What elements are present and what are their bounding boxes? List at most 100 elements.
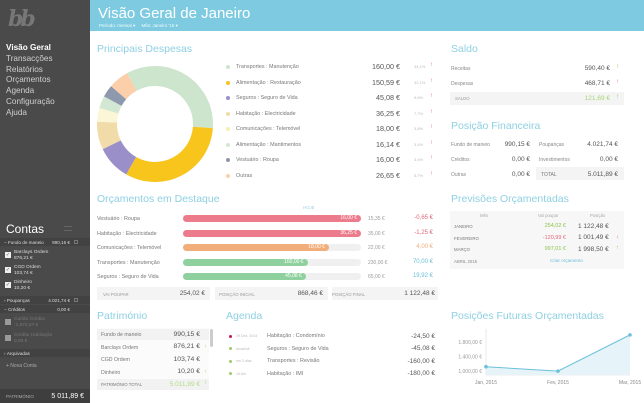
agenda-label[interactable]: Habitação : Condomínio <box>267 333 325 339</box>
agenda-value: -45,08 € <box>411 345 435 352</box>
budget-label: Seguros : Seguro de Vida <box>97 274 159 280</box>
page-header: Visão Geral de Janeiro Período: mensal ▾… <box>90 0 644 31</box>
patrimonio-value: 10,20 € <box>177 368 200 375</box>
previsao-poupar: -120,99 € <box>542 234 566 241</box>
y-tick-label: 1.800,00 € <box>458 340 482 346</box>
despesa-value: 36,25 € <box>376 108 400 118</box>
group-creditos[interactable]: − Créditos 0,00 € <box>0 305 90 313</box>
group-label: Créditos <box>7 306 26 312</box>
legend-dot-icon <box>226 111 230 116</box>
futuras-area-chart: 1.000,00 € 1.400,00 € 1.800,00 € Jan, 2015 F… <box>458 329 641 386</box>
saldo-label: SALDO <box>455 96 470 101</box>
app-logo[interactable]: bb <box>8 6 36 32</box>
patrimonio-label[interactable]: Barclays Ordem <box>101 344 139 351</box>
despesa-pct: 3,8% <box>414 126 424 131</box>
legend-dot-icon <box>226 173 230 178</box>
nav-relatorios[interactable]: Relatórios <box>6 64 43 74</box>
arrow-up-icon: ↑ <box>616 79 619 85</box>
agenda-dot-icon <box>229 372 232 375</box>
arrow-up-icon: ↑ <box>430 139 433 146</box>
settings-icon[interactable] <box>74 240 78 244</box>
nav-agenda[interactable]: Agenda <box>6 86 35 96</box>
account-item[interactable]: Cartão Crédito -1.872,57 € <box>5 317 45 329</box>
despesa-pct: 3,4% <box>414 141 424 147</box>
despesa-label: Alimentação : Restauração <box>236 79 301 86</box>
posicao-inicial-label: POSIÇÃO INICIAL <box>219 292 255 297</box>
group-label: Arquivadas <box>6 350 30 356</box>
budget-bar-fill: 36,25 € <box>183 229 361 237</box>
nav-ajuda[interactable]: Ajuda <box>6 107 27 117</box>
despesa-value: 45,08 € <box>376 93 400 102</box>
despesa-row[interactable]: Outras <box>226 173 252 179</box>
checkbox[interactable]: ✓ <box>5 282 11 288</box>
patrimonio-label[interactable]: Dinheiro <box>101 369 121 376</box>
arrow-up-icon: ↑ <box>616 94 619 100</box>
despesa-row[interactable]: Alimentação : Mantimentos <box>226 142 301 148</box>
nav-transaccoes[interactable]: Transacções <box>6 53 53 63</box>
new-account-link[interactable]: + Nova Conta <box>6 363 37 369</box>
patrimonio-value: 876,21 € <box>173 343 200 350</box>
despesa-row[interactable]: Habitação : Electricidade <box>226 111 296 117</box>
patrimonio-label[interactable]: Fundo de maneio <box>101 332 142 338</box>
donut-slice <box>127 66 213 129</box>
budget-total: 22,00 € <box>368 245 385 251</box>
budget-bar-fill: 18,00 € <box>183 244 329 251</box>
despesa-row[interactable]: Transportes : Manutenção <box>226 64 299 70</box>
nav-configuracao[interactable]: Configuração <box>6 96 55 106</box>
previsao-mes: MARÇO <box>454 247 470 252</box>
checkbox[interactable]: ✓ <box>5 267 11 273</box>
mes-dropdown[interactable]: Mês: Janeiro '15 ▾ <box>141 23 178 28</box>
group-poupancas[interactable]: › Poupanças 4.021,74 € <box>0 296 90 304</box>
agenda-value: -24,50 € <box>411 332 435 340</box>
previsao-posicao: 1 001,49 € <box>578 234 609 241</box>
menu-icon[interactable] <box>64 226 72 231</box>
scrollbar[interactable] <box>210 329 213 347</box>
legend-dot-icon <box>226 65 230 69</box>
posicao-inicial-value: 868,46 € <box>297 290 323 297</box>
patrimonio-value: 990,15 € <box>173 330 200 338</box>
account-item[interactable]: ✓ CGD Ordem 103,74 € <box>5 265 41 277</box>
despesa-row[interactable]: Vestuário : Roupa <box>226 157 279 163</box>
futuras-title: Posições Futuras Orçamentadas <box>451 310 604 322</box>
budget-bar-fill: 16,00 € <box>183 215 361 222</box>
group-arquivadas[interactable]: › Arquivadas <box>0 349 90 357</box>
budget-total: 230,00 € <box>368 259 388 266</box>
group-fundo-maneio[interactable]: − Fundo de maneio 990,15 € <box>0 238 90 246</box>
data-point <box>556 369 560 373</box>
account-item[interactable]: ✓ Barclays Ordem 876,21 € <box>5 250 48 262</box>
despesa-label: Seguros : Seguro de Vida <box>236 95 298 101</box>
contas-heading: Contas <box>6 222 72 236</box>
nav-visao-geral[interactable]: Visão Geral <box>6 43 51 52</box>
nav-orcamentos[interactable]: Orçamentos <box>6 75 51 85</box>
checkbox[interactable] <box>5 335 11 341</box>
arrow-up-icon: ↑ <box>430 124 433 130</box>
agenda-label[interactable]: Habitação : IMI <box>267 370 304 377</box>
criar-orcamento-link[interactable]: Criar orçamento <box>550 258 583 263</box>
despesa-row[interactable]: Comunicações : Telemóvel <box>226 126 300 132</box>
budget-label: Vestuário : Roupa <box>97 216 140 222</box>
posicao-final-label: POSIÇÃO FINAL <box>332 292 365 297</box>
despesa-label: Alimentação : Mantimentos <box>236 141 302 148</box>
despesa-row[interactable]: Seguros : Seguro de Vida <box>226 95 298 101</box>
account-item[interactable]: Crédito Habitação 0,00 € <box>5 333 52 345</box>
header-filters: Período: mensal ▾ Mês: Janeiro '15 ▾ <box>99 23 178 29</box>
periodo-dropdown[interactable]: Período: mensal ▾ <box>99 23 136 28</box>
settings-icon[interactable] <box>74 298 78 302</box>
budget-label: Comunicações : Telemóvel <box>97 245 162 251</box>
posicao-value: 0,00 € <box>599 156 618 163</box>
despesa-row[interactable]: Alimentação : Restauração <box>226 80 301 86</box>
patrimonio-value: 5 011,89 € <box>51 392 84 400</box>
checkbox[interactable] <box>5 319 11 325</box>
patrimonio-total-row <box>97 379 209 390</box>
arrow-up-icon: ↑ <box>430 77 433 84</box>
agenda-label[interactable]: Transportes : Revisão <box>267 358 320 364</box>
patrimonio-label[interactable]: CGD Ordem <box>101 357 130 363</box>
account-item[interactable]: ✓ Dinheiro 10,20 € <box>5 280 32 292</box>
receitas-label: Receitas <box>451 66 471 72</box>
agenda-value: -160,00 € <box>407 357 435 365</box>
checkbox[interactable]: ✓ <box>5 252 11 258</box>
agenda-label[interactable]: Seguros : Seguro de Vida <box>267 345 329 352</box>
data-point <box>628 333 632 337</box>
donut-slice <box>104 86 127 106</box>
agenda-date: Amanhã <box>236 346 250 351</box>
